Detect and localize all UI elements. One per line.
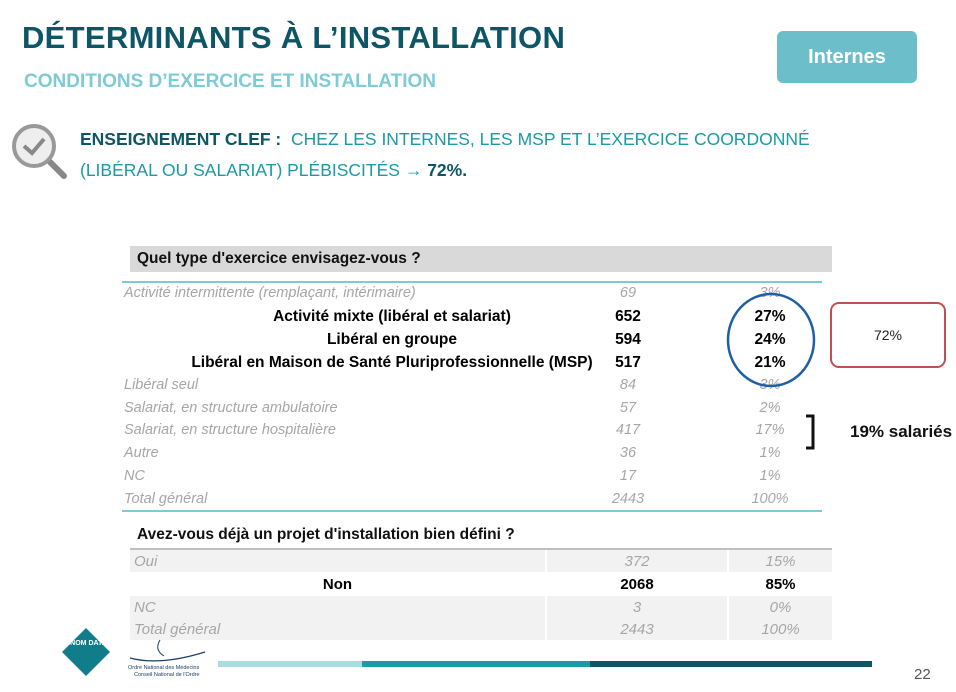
badge: Internes	[777, 31, 917, 83]
row-label: Autre	[124, 445, 159, 462]
highlight-circle	[726, 292, 816, 388]
footer-bar	[362, 661, 590, 667]
rule	[122, 510, 822, 512]
row-count: 417	[615, 422, 641, 439]
row-percent: 1%	[759, 445, 781, 462]
annotation: 19% salariés	[850, 422, 953, 441]
footer-bar	[590, 661, 872, 667]
org-name: Conseil National de l'Ordre	[134, 672, 200, 678]
key-lesson-line: ENSEIGNEMENT CLEF : CHEZ LES INTERNES, L…	[80, 129, 810, 150]
key-lesson-text: (LIBÉRAL OU SALARIAT) PLÉBISCITÉS →	[80, 160, 423, 180]
key-lesson-text: CHEZ LES INTERNES, LES MSP ET L’EXERCICE…	[291, 129, 810, 149]
cell-bg	[130, 550, 545, 572]
row-percent: 85%	[765, 575, 796, 593]
row-count: 2068	[620, 575, 654, 593]
rule	[122, 281, 822, 283]
row-label: Libéral en groupe	[326, 330, 458, 348]
table-title: Quel type d'exercice envisagez-vous ?	[137, 250, 421, 267]
logo-text: CNOM DATA	[65, 640, 107, 647]
table-row: NC 3 0%	[130, 595, 832, 619]
row-percent: 15%	[765, 553, 796, 570]
row-percent: 2%	[759, 399, 781, 416]
table-row: Salariat, en structure hospitalière 417 17…	[122, 419, 822, 442]
key-lesson-highlight: 72%.	[427, 160, 468, 180]
row-label: Activité mixte (libéral et salariat)	[273, 307, 511, 325]
cell-bg	[729, 550, 832, 572]
table-row: Libéral seul 84 3%	[122, 374, 822, 397]
table-row: Oui 372 15%	[130, 550, 832, 573]
row-percent: 27%	[754, 307, 786, 325]
table-row: Total général 2443 100%	[122, 488, 822, 511]
row-label: Libéral en Maison de Santé Pluriprofessi…	[191, 353, 593, 371]
cell-bg	[130, 572, 545, 595]
row-count: 2443	[620, 621, 654, 639]
page-number: 22	[914, 666, 931, 683]
table-header-bg	[130, 522, 832, 550]
row-label: Oui	[134, 553, 158, 570]
bracket	[806, 414, 815, 450]
row-label: Salariat, en structure ambulatoire	[124, 399, 338, 416]
cell-bg	[130, 595, 545, 618]
row-percent: 0%	[769, 598, 792, 616]
table-row: Autre 36 1%	[122, 442, 822, 465]
row-label: Libéral seul	[124, 376, 199, 393]
row-percent: 100%	[761, 621, 800, 639]
row-count: 69	[619, 285, 637, 301]
table-row: NC 17 1%	[122, 465, 822, 488]
row-label: Non	[322, 575, 353, 593]
subtitle: CONDITIONS D’EXERCICE ET INSTALLATION	[24, 71, 437, 92]
row-percent: 1%	[759, 468, 781, 485]
row-label: NC	[134, 598, 156, 616]
row-percent: 17%	[755, 422, 785, 439]
table-row: Libéral en Maison de Santé Pluriprofessi…	[122, 351, 822, 374]
key-lesson-label: ENSEIGNEMENT CLEF :	[80, 129, 282, 149]
cell-bg	[729, 618, 832, 641]
callout-box: 72%	[830, 302, 946, 368]
row-label: NC	[124, 468, 145, 485]
cell-bg	[547, 572, 727, 595]
org-name: Ordre National des Médecins	[128, 665, 200, 671]
table-title: Avez-vous déjà un projet d'installation …	[137, 526, 515, 543]
cell-bg	[547, 595, 727, 618]
row-label: Total général	[134, 621, 221, 639]
table-row: Non 2068 85%	[130, 572, 832, 596]
table-row: Activité intermittente (remplaçant, inté…	[122, 282, 822, 305]
row-percent: 21%	[754, 353, 786, 371]
row-count: 17	[619, 468, 637, 485]
logo-graphic	[62, 628, 206, 676]
row-label: Activité intermittente (remplaçant, inté…	[124, 285, 416, 301]
row-count: 652	[615, 307, 641, 325]
footer-bar	[218, 661, 362, 667]
row-percent: 100%	[751, 491, 789, 508]
row-percent: 3%	[759, 376, 781, 393]
row-count: 57	[619, 399, 637, 416]
row-count: 517	[615, 353, 641, 371]
row-label: Total général	[124, 491, 208, 508]
cell-bg	[547, 618, 727, 641]
row-count: 84	[619, 376, 637, 393]
row-count: 2443	[611, 491, 645, 508]
table-row: Activité mixte (libéral et salariat) 652 2…	[122, 305, 822, 328]
table-row: Total général 2443 100%	[130, 618, 832, 641]
cell-bg	[729, 595, 832, 618]
row-count: 36	[619, 445, 637, 462]
row-count: 594	[615, 330, 641, 348]
row-label: Salariat, en structure hospitalière	[124, 422, 336, 439]
cell-bg	[130, 618, 545, 641]
title: DÉTERMINANTS À L’INSTALLATION	[22, 20, 566, 55]
key-lesson-line: (LIBÉRAL OU SALARIAT) PLÉBISCITÉS → 72%.	[80, 160, 467, 181]
table-row: Salariat, en structure ambulatoire 57 2%	[122, 397, 822, 420]
row-count: 372	[624, 553, 650, 570]
table-row: Libéral en groupe 594 24%	[122, 328, 822, 351]
cell-bg	[729, 572, 832, 595]
row-count: 3	[632, 598, 642, 616]
cell-bg	[547, 550, 727, 572]
row-percent: 24%	[754, 330, 786, 348]
table-header-bg	[130, 246, 832, 272]
search-icon	[12, 124, 67, 179]
